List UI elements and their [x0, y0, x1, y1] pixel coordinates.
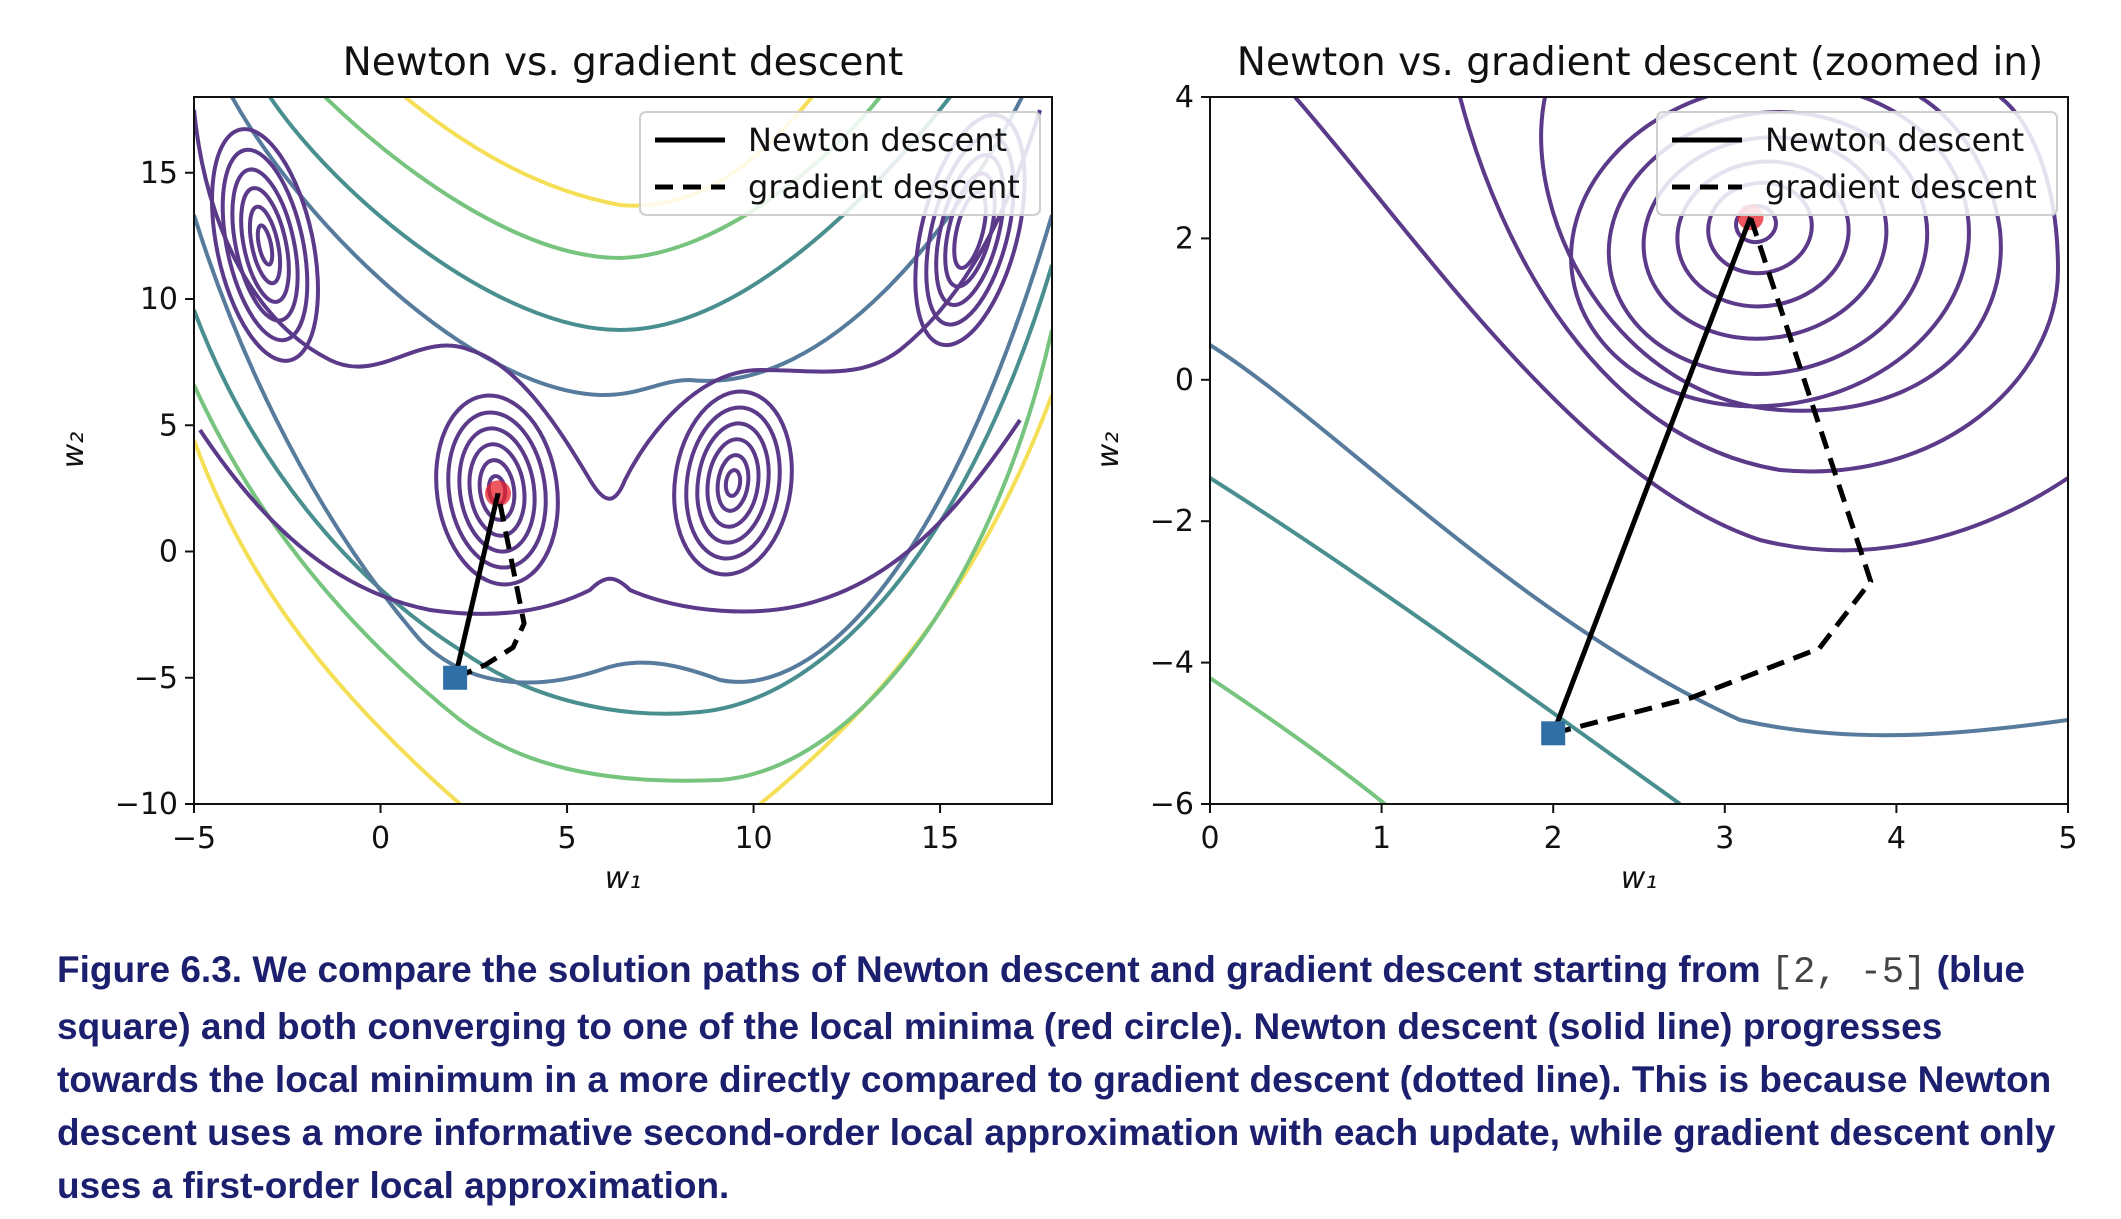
right-y-tick-label: 0 — [1175, 363, 1194, 398]
contour-level — [194, 109, 1042, 501]
left-x-tick-label: 0 — [371, 821, 390, 856]
left-legend-label-gradient: gradient descent — [748, 168, 1020, 206]
right-legend: Newton descent gradient descent — [1656, 111, 2058, 216]
right-legend-box — [1656, 111, 2058, 216]
figure: Newton vs. gradient descent — [56, 40, 2078, 896]
right-start-marker — [1541, 721, 1566, 746]
right-x-tick-label: 3 — [1715, 821, 1734, 856]
right-y-tick-label: −6 — [1150, 787, 1194, 822]
left-legend-label-newton: Newton descent — [748, 121, 1007, 159]
left-y-tick-label: 10 — [140, 282, 178, 317]
left-y-axis-label: w₂ — [56, 432, 91, 469]
right-y-tick-label: 4 — [1175, 80, 1194, 115]
left-paths — [443, 480, 527, 690]
caption-code: [2, -5] — [1770, 952, 1927, 994]
figure-caption: Figure 6.3. We compare the solution path… — [57, 943, 2087, 1212]
right-y-axis-label: w₂ — [1091, 432, 1126, 469]
right-gradient-descent-path — [1552, 216, 1874, 736]
left-chart-title: Newton vs. gradient descent — [343, 40, 904, 85]
figure-svg: Newton vs. gradient descent — [56, 40, 2078, 896]
left-x-tick-label: 10 — [734, 821, 772, 856]
right-x-axis-label: w₁ — [1621, 861, 1658, 896]
upper-left-basin-rings — [210, 127, 320, 363]
right-y-tick-label: 2 — [1175, 221, 1194, 256]
right-x-tick-label: 4 — [1887, 821, 1906, 856]
right-y-tick-label: −2 — [1150, 504, 1194, 539]
left-y-tick-label: 15 — [140, 156, 178, 191]
left-x-axis-label: w₁ — [605, 861, 642, 896]
caption-text-start: Figure 6.3. We compare the solution path… — [57, 949, 1771, 990]
contour-level — [1293, 97, 2068, 553]
right-panel: Newton vs. gradient descent (zoomed in) … — [1091, 40, 2078, 896]
left-y-tick-label: 5 — [159, 408, 178, 443]
left-y-tick-label: −5 — [134, 661, 178, 696]
left-contours — [194, 97, 1052, 804]
contour-level — [1210, 476, 1682, 804]
right-x-tick-label: 1 — [1372, 821, 1391, 856]
right-basin-rings — [672, 389, 794, 577]
contour-level — [194, 264, 1052, 716]
contour-level — [1210, 676, 1387, 804]
right-chart-title: Newton vs. gradient descent (zoomed in) — [1237, 40, 2043, 85]
right-legend-label-newton: Newton descent — [1765, 121, 2024, 159]
contour-level — [194, 439, 462, 804]
left-x-tick-label: 15 — [921, 821, 959, 856]
right-axes-frame — [1209, 96, 2069, 805]
right-legend-label-gradient: gradient descent — [1765, 168, 2037, 206]
left-panel: Newton vs. gradient descent — [56, 40, 1053, 896]
right-x-tick-label: 5 — [2058, 821, 2077, 856]
left-legend: Newton descent gradient descent — [639, 111, 1041, 216]
left-y-tick-label: −10 — [115, 787, 178, 822]
right-ticks: 0 1 2 3 4 5 −6 −4 −2 0 2 4 — [1150, 80, 2078, 856]
left-newton-descent-path — [452, 492, 501, 679]
right-x-tick-label: 2 — [1544, 821, 1563, 856]
right-y-tick-label: −4 — [1150, 646, 1194, 681]
caption-text-end: (blue square) and both converging to one… — [57, 949, 2056, 1206]
right-x-tick-label: 0 — [1200, 821, 1219, 856]
left-start-marker — [443, 665, 468, 690]
left-y-tick-label: 0 — [159, 535, 178, 570]
contour-level — [1210, 343, 2068, 738]
contour-level — [194, 214, 1052, 685]
left-legend-box — [639, 111, 1041, 216]
contour-level — [198, 418, 1022, 616]
left-gradient-descent-path — [454, 492, 527, 681]
left-axes-frame — [193, 96, 1053, 805]
right-newton-descent-path — [1550, 216, 1753, 735]
left-x-tick-label: 5 — [557, 821, 576, 856]
contour-level — [758, 394, 1052, 804]
contour-level — [194, 329, 1052, 783]
left-x-tick-label: −5 — [172, 821, 216, 856]
